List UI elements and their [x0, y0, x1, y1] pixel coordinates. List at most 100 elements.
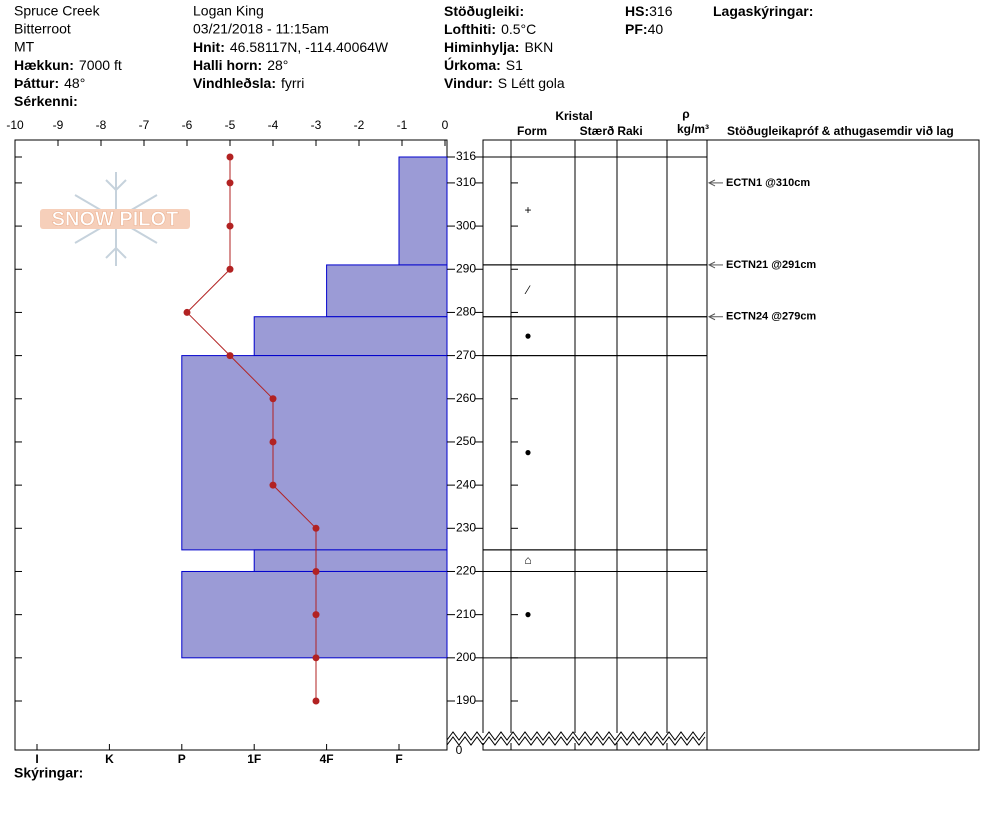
column-title: Kristal: [555, 109, 592, 123]
header-field: Lagaskýringar:: [713, 3, 813, 19]
column-title: Stöðugleikapróf & athugasemdir við lag: [727, 124, 954, 138]
test-label: ECTN1 @310cm: [726, 177, 810, 189]
depth-tick-label: 300: [456, 218, 476, 232]
grain-form: ●: [524, 445, 531, 459]
header-field: Hækkun: 7000 ft: [14, 57, 122, 73]
depth-tick-label: 260: [456, 391, 476, 405]
header-field: Stöðugleiki:: [444, 3, 524, 19]
field-value: 7000 ft: [79, 57, 122, 73]
header-field: Vindur: S Létt gola: [444, 75, 565, 91]
temperature-line: [186, 157, 317, 701]
break-line: [446, 731, 706, 741]
field-value: BKN: [524, 39, 553, 55]
header-field: Vindhleðsla: fyrri: [193, 75, 304, 91]
header-text: MT: [14, 39, 35, 55]
grain-form: ●: [524, 328, 531, 342]
hardness-tick-label: 4F: [320, 752, 334, 766]
temp-tick-label: -3: [311, 118, 322, 132]
header-text: Logan King: [193, 3, 264, 19]
temp-tick-label: -1: [397, 118, 408, 132]
header-field: Þáttur: 48°: [14, 75, 85, 91]
header-field: Sérkenni:: [14, 93, 78, 109]
field-label: Lagaskýringar:: [713, 3, 813, 19]
field-value: 0.5°C: [501, 21, 536, 37]
temp-tick-label: -6: [182, 118, 193, 132]
header-text: Spruce Creek: [14, 3, 101, 19]
temperature-point: [312, 611, 320, 619]
hardness-bars: [181, 156, 448, 659]
temperature-point: [226, 265, 234, 273]
field-label: Úrkoma:: [444, 56, 501, 73]
logo-band: [40, 209, 190, 229]
hardness-bar: [398, 156, 448, 266]
field-value: S Létt gola: [498, 75, 565, 91]
depth-tick-label: 230: [456, 520, 476, 534]
break-line: [446, 736, 706, 746]
header-field: Úrkoma: S1: [444, 56, 523, 73]
field-value: 316: [649, 3, 673, 19]
test-arrowhead: [707, 313, 716, 321]
depth-tick-label: 0: [456, 743, 463, 757]
temperature-point: [312, 654, 320, 662]
field-label: Lofthiti:: [444, 21, 496, 37]
field-label: Halli horn:: [193, 57, 262, 73]
column-title: kg/m³: [677, 122, 709, 136]
temp-tick-label: -8: [96, 118, 107, 132]
header-field: Lofthiti: 0.5°C: [444, 21, 536, 37]
depth-tick-label: 200: [456, 650, 476, 664]
temp-tick-label: 0: [442, 118, 449, 132]
column-title: Form: [517, 124, 547, 138]
test-label: ECTN24 @279cm: [726, 311, 816, 323]
column-dividers: [510, 140, 708, 750]
temp-tick-label: -9: [53, 118, 64, 132]
field-value: S1: [506, 57, 523, 73]
header-text: 03/21/2018 - 11:15am: [193, 21, 329, 37]
depth-tick-label: 310: [456, 175, 476, 189]
hardness-tick-label: P: [178, 752, 186, 766]
field-value: 46.58117N, -114.40064W: [230, 39, 389, 55]
test-label: ECTN21 @291cm: [726, 259, 816, 271]
field-label: Sérkenni:: [14, 93, 78, 109]
hardness-tick-label: F: [395, 752, 402, 766]
hardness-bar: [253, 549, 448, 572]
field-value: 48°: [64, 75, 85, 91]
column-title: Raki: [617, 124, 642, 138]
depth-tick-label: 210: [456, 607, 476, 621]
field-label: HS:: [625, 3, 649, 19]
temperature-point: [226, 153, 234, 161]
temperature-point: [269, 438, 277, 446]
temp-tick-label: -10: [6, 118, 24, 132]
depth-tick-label: 280: [456, 305, 476, 319]
header-field: Himinhylja: BKN: [444, 39, 553, 55]
hardness-bar: [326, 264, 448, 318]
depth-tick-label: 190: [456, 693, 476, 707]
hardness-bar: [253, 316, 448, 357]
logo-text: SNOW PILOT: [52, 208, 179, 230]
header-field: HS:316: [625, 3, 673, 19]
field-label: Hækkun:: [14, 57, 74, 73]
column-title: ρ: [682, 107, 689, 121]
field-label: Stöðugleiki:: [444, 3, 524, 19]
field-label: Hnit:: [193, 39, 225, 55]
field-value: fyrri: [281, 75, 304, 91]
temperature-point: [226, 352, 234, 360]
depth-tick-label: 220: [456, 564, 476, 578]
field-label: Vindur:: [444, 75, 493, 91]
temperature-point: [312, 524, 320, 532]
depth-tick-label: 316: [456, 149, 476, 163]
test-arrowhead: [707, 179, 716, 187]
hardness-tick-label: I: [35, 752, 38, 766]
temp-tick-label: -5: [225, 118, 236, 132]
test-arrowhead: [707, 261, 716, 269]
hardness-tick-label: 1F: [247, 752, 261, 766]
grain-form: ⁄: [524, 283, 531, 297]
temp-tick-label: -2: [354, 118, 365, 132]
hardness-bar: [181, 355, 448, 551]
temperature-point: [312, 567, 320, 575]
header-field: PF:40: [625, 21, 663, 37]
temperature-point: [269, 481, 277, 489]
grain-form: +: [524, 203, 531, 217]
depth-tick-label: 250: [456, 434, 476, 448]
depth-tick-label: 240: [456, 477, 476, 491]
